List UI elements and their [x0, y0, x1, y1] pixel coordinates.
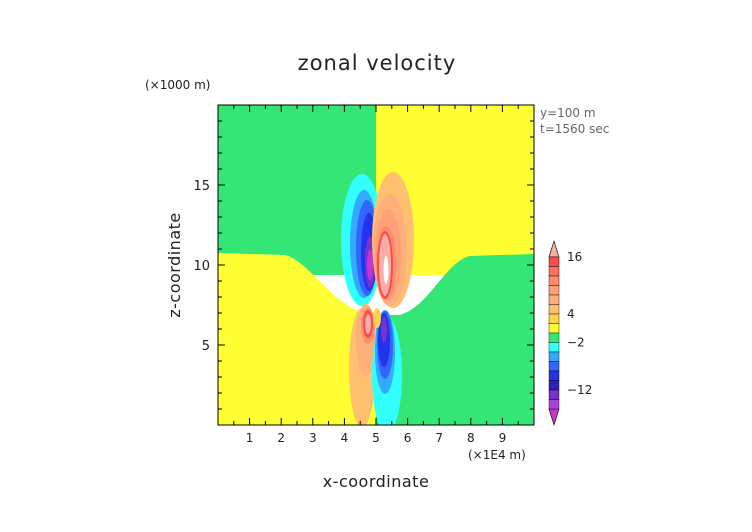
colorbar-level — [548, 256, 560, 267]
colorbar-level — [548, 351, 560, 362]
y-axis-label: z-coordinate — [165, 212, 184, 318]
colorbar-level — [548, 266, 560, 277]
background-region-lower-right — [376, 254, 534, 425]
y-axis: 5 10 15 — [193, 120, 534, 410]
colorbar-level — [548, 304, 560, 315]
colorbar-lower-cap — [548, 408, 560, 427]
background-region-lower-left — [218, 253, 376, 425]
x-tick-label: 6 — [404, 431, 412, 445]
annotation-time: t=1560 sec — [540, 122, 609, 136]
x-tick-label: 5 — [372, 431, 380, 445]
upper-positive-lobe — [372, 172, 414, 308]
chart-title: zonal velocity — [298, 51, 457, 75]
x-tick-label: 1 — [246, 431, 254, 445]
y-tick-label: 5 — [202, 339, 210, 354]
y-tick-label: 10 — [193, 259, 210, 274]
x-axis: 1 2 3 4 5 6 7 8 9 — [233, 105, 519, 445]
colorbar-level — [548, 323, 560, 334]
colorbar-level — [548, 370, 560, 381]
colorbar-tick-label: −2 — [567, 336, 585, 350]
x-tick-label: 8 — [467, 431, 475, 445]
x-tick-label: 3 — [309, 431, 317, 445]
colorbar-tick-label: 16 — [567, 250, 582, 264]
colorbar-level — [548, 332, 560, 343]
x-tick-label: 2 — [277, 431, 285, 445]
x-axis-label: x-coordinate — [323, 472, 430, 491]
colorbar-level — [548, 361, 560, 372]
x-scale-label: (×1E4 m) — [468, 448, 526, 462]
colorbar: 16 4 −2 −12 — [548, 239, 592, 427]
colorbar-tick-label: −12 — [567, 383, 592, 397]
colorbar-level — [548, 275, 560, 286]
colorbar-level — [548, 313, 560, 324]
lower-negative-lobe — [372, 310, 402, 425]
colorbar-level — [548, 399, 560, 410]
x-tick-label: 9 — [499, 431, 507, 445]
lower-positive-lobe — [349, 304, 376, 425]
y-tick-label: 15 — [193, 179, 210, 194]
colorbar-level — [548, 294, 560, 305]
center-positive-patch — [373, 308, 381, 328]
colorbar-level — [548, 380, 560, 391]
colorbar-level — [548, 342, 560, 353]
plot-area — [218, 105, 534, 425]
x-tick-label: 4 — [341, 431, 349, 445]
y-scale-label: (×1000 m) — [145, 78, 210, 92]
colorbar-tick-label: 4 — [567, 307, 575, 321]
annotation-y-position: y=100 m — [540, 106, 596, 120]
upper-negative-lobe — [341, 174, 383, 306]
x-tick-label: 7 — [435, 431, 443, 445]
colorbar-level — [548, 285, 560, 296]
colorbar-level — [548, 389, 560, 400]
colorbar-upper-cap — [548, 239, 560, 258]
